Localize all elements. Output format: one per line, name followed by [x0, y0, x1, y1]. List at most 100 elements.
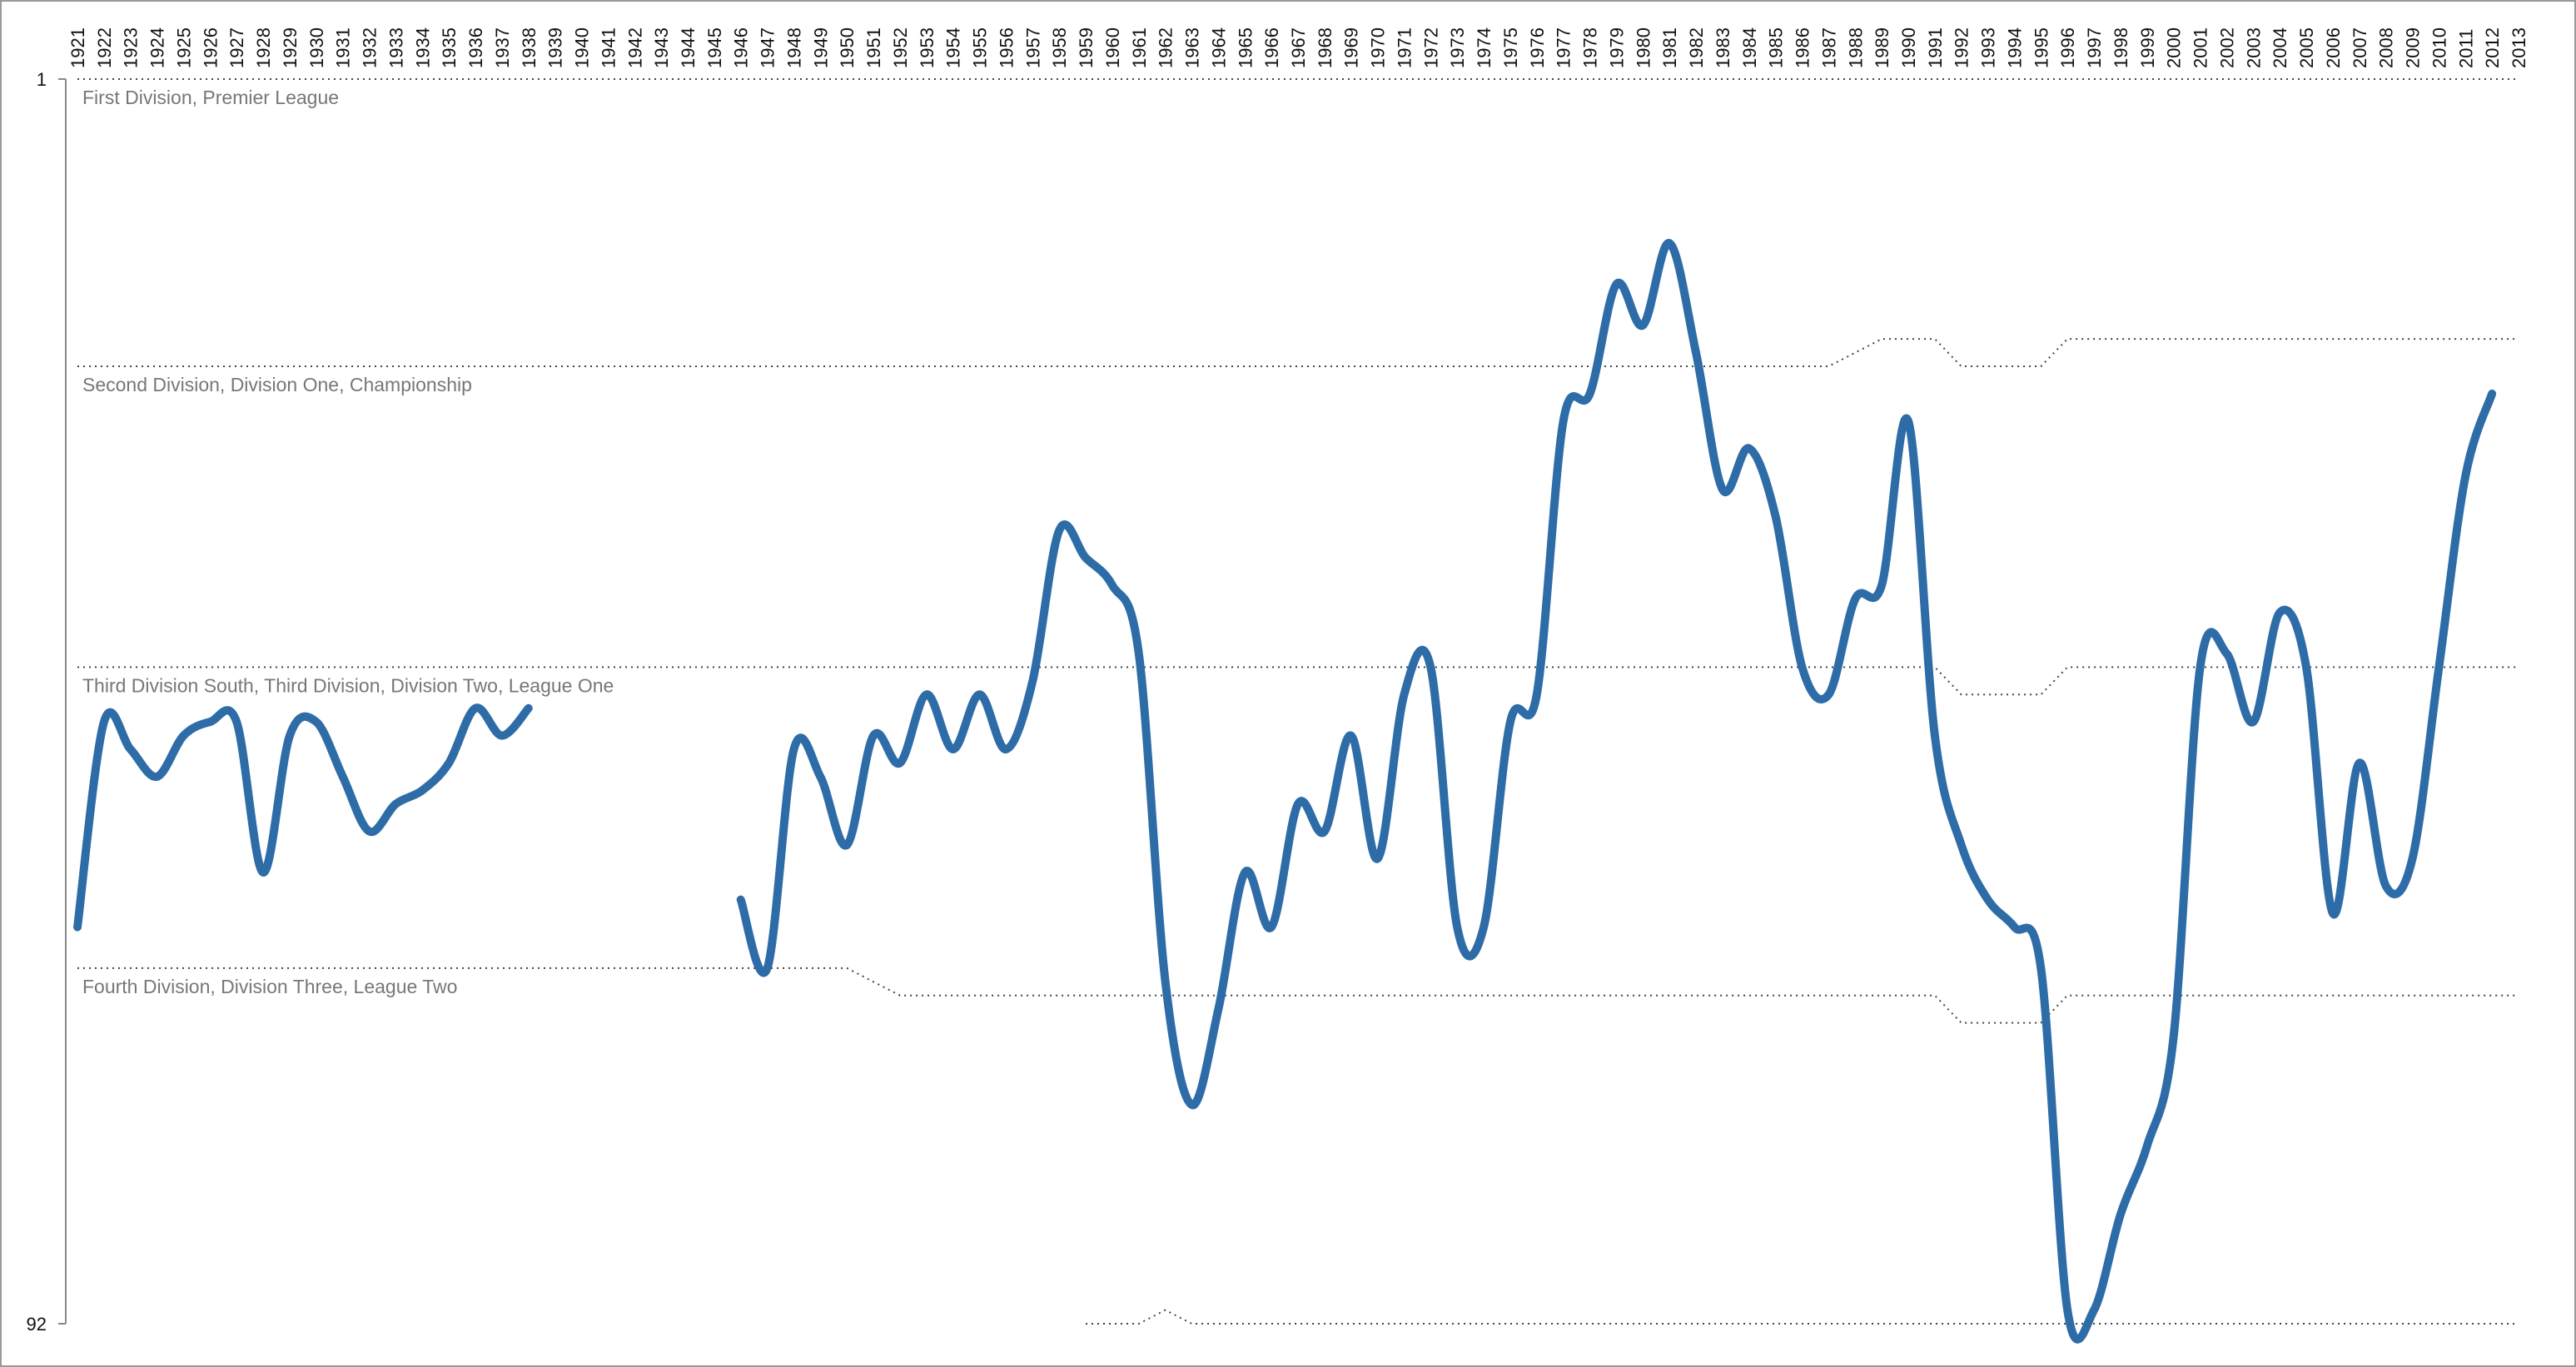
x-tick-label: 1931	[333, 27, 354, 68]
x-tick-label: 1974	[1474, 27, 1494, 68]
x-tick-label: 1956	[996, 27, 1017, 68]
x-tick-label: 2003	[2243, 27, 2264, 68]
x-tick-label: 1928	[253, 27, 274, 68]
x-tick-label: 1939	[545, 27, 566, 68]
x-tick-label: 1938	[519, 27, 540, 68]
x-tick-label: 2005	[2296, 27, 2317, 68]
x-tick-label: 1944	[678, 27, 699, 68]
x-tick-label: 1998	[2111, 27, 2131, 68]
x-tick-label: 1961	[1129, 27, 1150, 68]
x-tick-label: 1935	[439, 27, 460, 68]
x-tick-label: 1960	[1102, 27, 1123, 68]
division-label: Fourth Division, Division Three, League …	[82, 976, 457, 997]
x-tick-label: 1921	[67, 27, 88, 68]
x-tick-label: 1989	[1872, 27, 1892, 68]
x-tick-label: 1949	[810, 27, 831, 68]
x-tick-label: 1995	[2031, 27, 2051, 68]
division-boundary	[1086, 1309, 2519, 1325]
x-tick-label: 1968	[1315, 27, 1335, 68]
x-tick-label: 1977	[1554, 27, 1574, 68]
x-tick-label: 2006	[2323, 27, 2344, 68]
x-tick-label: 1990	[1898, 27, 1919, 68]
division-boundary	[77, 666, 2519, 696]
x-tick-label: 1978	[1580, 27, 1601, 68]
x-tick-label: 1925	[173, 27, 194, 68]
x-tick-label: 1955	[970, 27, 991, 68]
division-boundary	[77, 338, 2519, 367]
x-tick-label: 2001	[2191, 27, 2211, 68]
x-tick-label: 1999	[2137, 27, 2158, 68]
x-tick-label: 2013	[2509, 27, 2529, 68]
x-tick-label: 1986	[1793, 27, 1813, 68]
x-tick-label: 1976	[1527, 27, 1548, 68]
x-tick-label: 1993	[1978, 27, 1999, 68]
x-tick-label: 1984	[1739, 27, 1760, 68]
x-tick-label: 1936	[465, 27, 486, 68]
x-tick-label: 1929	[280, 27, 301, 68]
x-tick-label: 1975	[1500, 27, 1521, 68]
division-label: Third Division South, Third Division, Di…	[82, 674, 614, 696]
x-tick-label: 1932	[360, 27, 380, 68]
x-tick-label: 1969	[1341, 27, 1362, 68]
x-tick-label: 1971	[1394, 27, 1415, 68]
division-boundary	[77, 967, 2519, 1024]
x-tick-label: 1979	[1606, 27, 1627, 68]
x-tick-label: 1980	[1633, 27, 1654, 68]
x-tick-label: 2007	[2350, 27, 2370, 68]
x-tick-label: 1941	[598, 27, 619, 68]
x-tick-label: 1957	[1022, 27, 1043, 68]
x-tick-label: 1950	[837, 27, 858, 68]
x-tick-label: 1991	[1925, 27, 1946, 68]
x-tick-label: 1970	[1368, 27, 1389, 68]
x-tick-label: 1951	[863, 27, 884, 68]
x-tick-label: 1924	[147, 27, 168, 68]
x-tick-label: 2012	[2482, 27, 2503, 68]
x-tick-label: 1953	[917, 27, 937, 68]
x-tick-label: 2002	[2216, 27, 2237, 68]
x-tick-label: 1940	[572, 27, 593, 68]
x-tick-label: 2004	[2270, 27, 2290, 68]
x-tick-label: 1945	[704, 27, 725, 68]
x-tick-label: 1981	[1659, 27, 1680, 68]
x-tick-label: 1996	[2057, 27, 2078, 68]
x-tick-label: 1972	[1420, 27, 1441, 68]
x-tick-label: 2011	[2455, 29, 2476, 68]
x-tick-label: 2008	[2376, 27, 2397, 68]
division-label: First Division, Premier League	[82, 87, 339, 108]
x-tick-label: 1948	[783, 27, 804, 68]
x-tick-label: 1973	[1447, 27, 1468, 68]
x-tick-label: 1988	[1845, 27, 1866, 68]
x-tick-label: 1967	[1288, 27, 1309, 68]
x-tick-label: 1983	[1713, 27, 1733, 68]
x-tick-label: 1954	[943, 27, 964, 68]
x-tick-label: 1982	[1686, 27, 1707, 68]
x-tick-label: 1997	[2084, 27, 2105, 68]
x-tick-label: 1952	[890, 27, 911, 68]
x-tick-label: 2010	[2429, 27, 2449, 68]
x-tick-label: 1965	[1235, 27, 1256, 68]
x-tick-label: 1964	[1208, 27, 1229, 68]
x-tick-label: 1959	[1076, 27, 1097, 68]
x-tick-label: 1958	[1049, 27, 1070, 68]
x-tick-label: 1985	[1766, 27, 1787, 68]
x-tick-label: 1933	[385, 27, 406, 68]
x-tick-label: 1942	[624, 27, 645, 68]
y-tick-label: 1	[37, 69, 47, 90]
x-tick-label: 1930	[306, 27, 327, 68]
y-tick-label: 92	[27, 1314, 47, 1335]
x-tick-label: 1926	[200, 27, 221, 68]
x-tick-label: 1927	[226, 27, 247, 68]
x-tick-label: 1937	[492, 27, 513, 68]
x-tick-label: 1946	[731, 27, 752, 68]
x-tick-label: 1943	[651, 27, 672, 68]
x-tick-label: 1962	[1156, 27, 1176, 68]
x-tick-label: 1947	[758, 27, 778, 68]
x-tick-label: 2000	[2164, 27, 2185, 68]
x-tick-label: 1934	[412, 27, 433, 68]
x-tick-label: 1923	[121, 27, 142, 68]
x-tick-label: 1963	[1182, 27, 1203, 68]
x-tick-label: 2009	[2403, 27, 2424, 68]
x-tick-label: 1987	[1818, 27, 1839, 68]
